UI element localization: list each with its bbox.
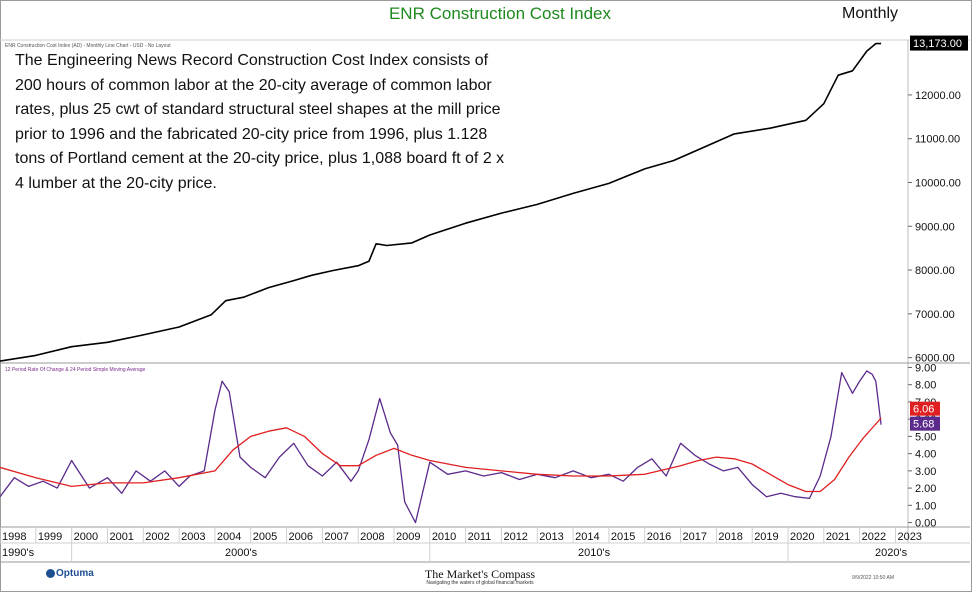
x-tick-label: 2005 <box>253 531 277 543</box>
x-tick-label: 2019 <box>754 531 778 543</box>
x-tick-label: 2020 <box>790 531 814 543</box>
publisher-name: The Market's Compass <box>424 567 536 581</box>
x-tick-label: 2015 <box>611 531 635 543</box>
x-tick-label: 2023 <box>897 531 921 543</box>
price-y-tick-label: 9000.00 <box>915 221 955 233</box>
roc-value-label: 5.68 <box>913 419 934 431</box>
x-tick-label: 2009 <box>396 531 420 543</box>
roc-y-tick-label: 1.00 <box>915 500 936 512</box>
roc-y-tick-label: 2.00 <box>915 483 936 495</box>
x-tick-label: 1999 <box>38 531 62 543</box>
grid-layer <box>0 39 970 563</box>
x-tick-label: 2017 <box>683 531 707 543</box>
decade-label: 1990's <box>2 547 35 559</box>
roc-line <box>0 370 882 524</box>
decade-label: 2000's <box>225 547 258 559</box>
decade-label: 2020's <box>875 547 908 559</box>
x-tick-label: 2001 <box>109 531 133 543</box>
x-tick-label: 2003 <box>181 531 205 543</box>
period-label: Monthly <box>842 5 899 22</box>
x-tick-label: 2018 <box>718 531 742 543</box>
sma-value-label: 6.06 <box>913 404 934 416</box>
roc-panel <box>0 370 882 524</box>
chart-title: ENR Construction Cost Index <box>388 4 612 23</box>
x-tick-label: 2021 <box>826 531 850 543</box>
price-last-badge <box>910 35 968 51</box>
roc-panel-label: 12 Period Rate Of Change & 24 Period Sim… <box>5 367 146 373</box>
price-panel-label: ENR Construction Cost Index (AD) - Month… <box>5 43 171 49</box>
price-line <box>0 42 882 362</box>
price-last-value: 13,173.00 <box>913 38 962 50</box>
x-tick-label: 2008 <box>360 531 384 543</box>
x-tick-label: 2016 <box>647 531 671 543</box>
x-tick-label: 2007 <box>324 531 348 543</box>
price-panel <box>0 42 882 362</box>
x-tick-label: 2000 <box>74 531 98 543</box>
roc-y-tick-label: 4.00 <box>915 449 936 461</box>
x-tick-label: 2022 <box>862 531 886 543</box>
x-tick-label: 2006 <box>289 531 313 543</box>
sma-line <box>0 417 882 493</box>
roc-y-tick-label: 0.00 <box>915 518 936 530</box>
roc-y-tick-label: 8.00 <box>915 380 936 392</box>
decade-label: 2010's <box>578 547 611 559</box>
index-description: The Engineering News Record Construction… <box>15 52 505 192</box>
x-tick-label: 2004 <box>217 531 241 543</box>
timestamp: 9/9/2022 10:50 AM <box>852 575 894 581</box>
price-y-tick-label: 10000.00 <box>915 177 961 189</box>
price-y-tick-label: 7000.00 <box>915 309 955 321</box>
price-y-tick-label: 6000.00 <box>915 353 955 365</box>
price-y-tick-label: 12000.00 <box>915 90 961 102</box>
axis-layer: 6000.00 7000.00 8000.00 9000.00 10000.00 1100… <box>0 35 968 561</box>
x-tick-label: 2010 <box>432 531 456 543</box>
roc-value-badge <box>910 416 940 431</box>
x-tick-label: 2012 <box>503 531 527 543</box>
sma-value-badge <box>910 401 940 416</box>
price-y-tick-label: 8000.00 <box>915 265 955 277</box>
roc-y-tick-label: 9.00 <box>915 362 936 374</box>
x-tick-label: 2013 <box>539 531 563 543</box>
x-tick-label: 2002 <box>145 531 169 543</box>
x-tick-label: 2011 <box>468 531 492 543</box>
optuma-logo-icon <box>46 569 55 578</box>
x-tick-label: 2014 <box>575 531 599 543</box>
optuma-brand: Optuma <box>56 568 94 579</box>
price-y-tick-label: 11000.00 <box>915 134 960 146</box>
roc-y-tick-label: 5.00 <box>915 431 936 443</box>
publisher-tagline: Navigating the waters of global financia… <box>426 580 534 586</box>
roc-y-tick-label: 3.00 <box>915 466 936 478</box>
x-tick-label: 1998 <box>2 531 26 543</box>
